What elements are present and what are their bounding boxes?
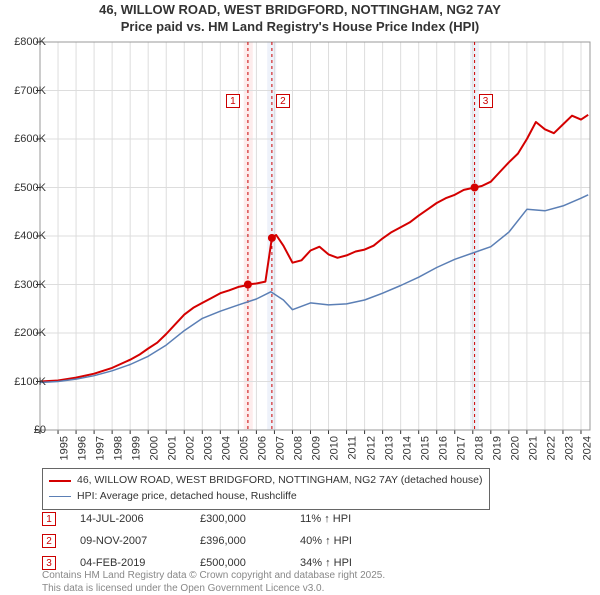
sale-marker-badge: 3 [479, 94, 493, 108]
x-tick-label: 2019 [491, 436, 503, 460]
chart-svg [40, 42, 590, 430]
x-tick-label: 2018 [473, 436, 485, 460]
x-tick-label: 1996 [77, 436, 89, 460]
sale-row-badge: 2 [42, 534, 56, 548]
sale-price: £300,000 [200, 513, 300, 525]
x-tick-label: 2002 [185, 436, 197, 460]
footer-attribution: Contains HM Land Registry data © Crown c… [42, 570, 385, 595]
x-tick-label: 1999 [131, 436, 143, 460]
x-tick-label: 2022 [545, 436, 557, 460]
legend-label: HPI: Average price, detached house, Rush… [77, 489, 297, 505]
sale-date: 09-NOV-2007 [80, 535, 200, 547]
x-tick-label: 2001 [167, 436, 179, 460]
legend: 46, WILLOW ROAD, WEST BRIDGFORD, NOTTING… [42, 468, 490, 510]
y-tick-label: £300K [14, 279, 46, 291]
x-tick-label: 2013 [383, 436, 395, 460]
sale-row-badge: 3 [42, 556, 56, 570]
title-block: 46, WILLOW ROAD, WEST BRIDGFORD, NOTTING… [0, 0, 600, 36]
y-tick-label: £700K [14, 85, 46, 97]
x-tick-label: 2007 [275, 436, 287, 460]
x-tick-label: 2015 [419, 436, 431, 460]
sale-hpi: 40% ↑ HPI [300, 535, 352, 547]
title-line-2: Price paid vs. HM Land Registry's House … [0, 19, 600, 36]
x-tick-label: 2008 [293, 436, 305, 460]
x-tick-label: 2003 [203, 436, 215, 460]
x-tick-label: 2020 [509, 436, 521, 460]
sale-price: £500,000 [200, 557, 300, 569]
sale-price: £396,000 [200, 535, 300, 547]
legend-label: 46, WILLOW ROAD, WEST BRIDGFORD, NOTTING… [77, 473, 483, 489]
x-tick-label: 2014 [401, 436, 413, 460]
sales-table: 1 14-JUL-2006£300,00011% ↑ HPI 2 09-NOV-200… [42, 508, 352, 574]
x-tick-label: 2006 [257, 436, 269, 460]
x-tick-label: 2021 [527, 436, 539, 460]
x-tick-label: 2009 [311, 436, 323, 460]
legend-swatch [49, 496, 71, 498]
x-tick-label: 1997 [95, 436, 107, 460]
y-tick-label: £800K [14, 36, 46, 48]
y-tick-label: £200K [14, 327, 46, 339]
sale-marker-badge: 1 [226, 94, 240, 108]
x-tick-label: 2012 [365, 436, 377, 460]
x-tick-label: 1998 [113, 436, 125, 460]
x-tick-label: 2004 [221, 436, 233, 460]
x-tick-label: 2024 [581, 436, 593, 460]
sale-hpi: 34% ↑ HPI [300, 557, 352, 569]
x-tick-label: 2011 [346, 436, 358, 460]
x-tick-label: 2023 [563, 436, 575, 460]
legend-row: 46, WILLOW ROAD, WEST BRIDGFORD, NOTTING… [49, 473, 483, 489]
sale-date: 04-FEB-2019 [80, 557, 200, 569]
chart-container: 46, WILLOW ROAD, WEST BRIDGFORD, NOTTING… [0, 0, 600, 590]
sale-row: 1 14-JUL-2006£300,00011% ↑ HPI [42, 508, 352, 530]
footer-line-1: Contains HM Land Registry data © Crown c… [42, 570, 385, 583]
x-tick-label: 2016 [437, 436, 449, 460]
legend-row: HPI: Average price, detached house, Rush… [49, 489, 483, 505]
x-tick-label: 2005 [239, 436, 251, 460]
x-tick-label: 2000 [149, 436, 161, 460]
x-tick-label: 1995 [58, 436, 70, 460]
y-tick-label: £400K [14, 230, 46, 242]
sale-hpi: 11% ↑ HPI [300, 513, 351, 525]
sale-row: 2 09-NOV-2007£396,00040% ↑ HPI [42, 530, 352, 552]
sale-marker-badge: 2 [276, 94, 290, 108]
title-line-1: 46, WILLOW ROAD, WEST BRIDGFORD, NOTTING… [0, 2, 600, 19]
y-tick-label: £600K [14, 133, 46, 145]
chart-plot-area [40, 42, 590, 430]
legend-swatch [49, 480, 71, 482]
footer-line-2: This data is licensed under the Open Gov… [42, 583, 385, 595]
x-tick-label: 2017 [455, 436, 467, 460]
y-tick-label: £100K [14, 376, 46, 388]
sale-date: 14-JUL-2006 [80, 513, 200, 525]
y-tick-label: £500K [14, 182, 46, 194]
y-tick-label: £0 [34, 424, 46, 436]
x-tick-label: 2010 [329, 436, 341, 460]
sale-row-badge: 1 [42, 512, 56, 526]
